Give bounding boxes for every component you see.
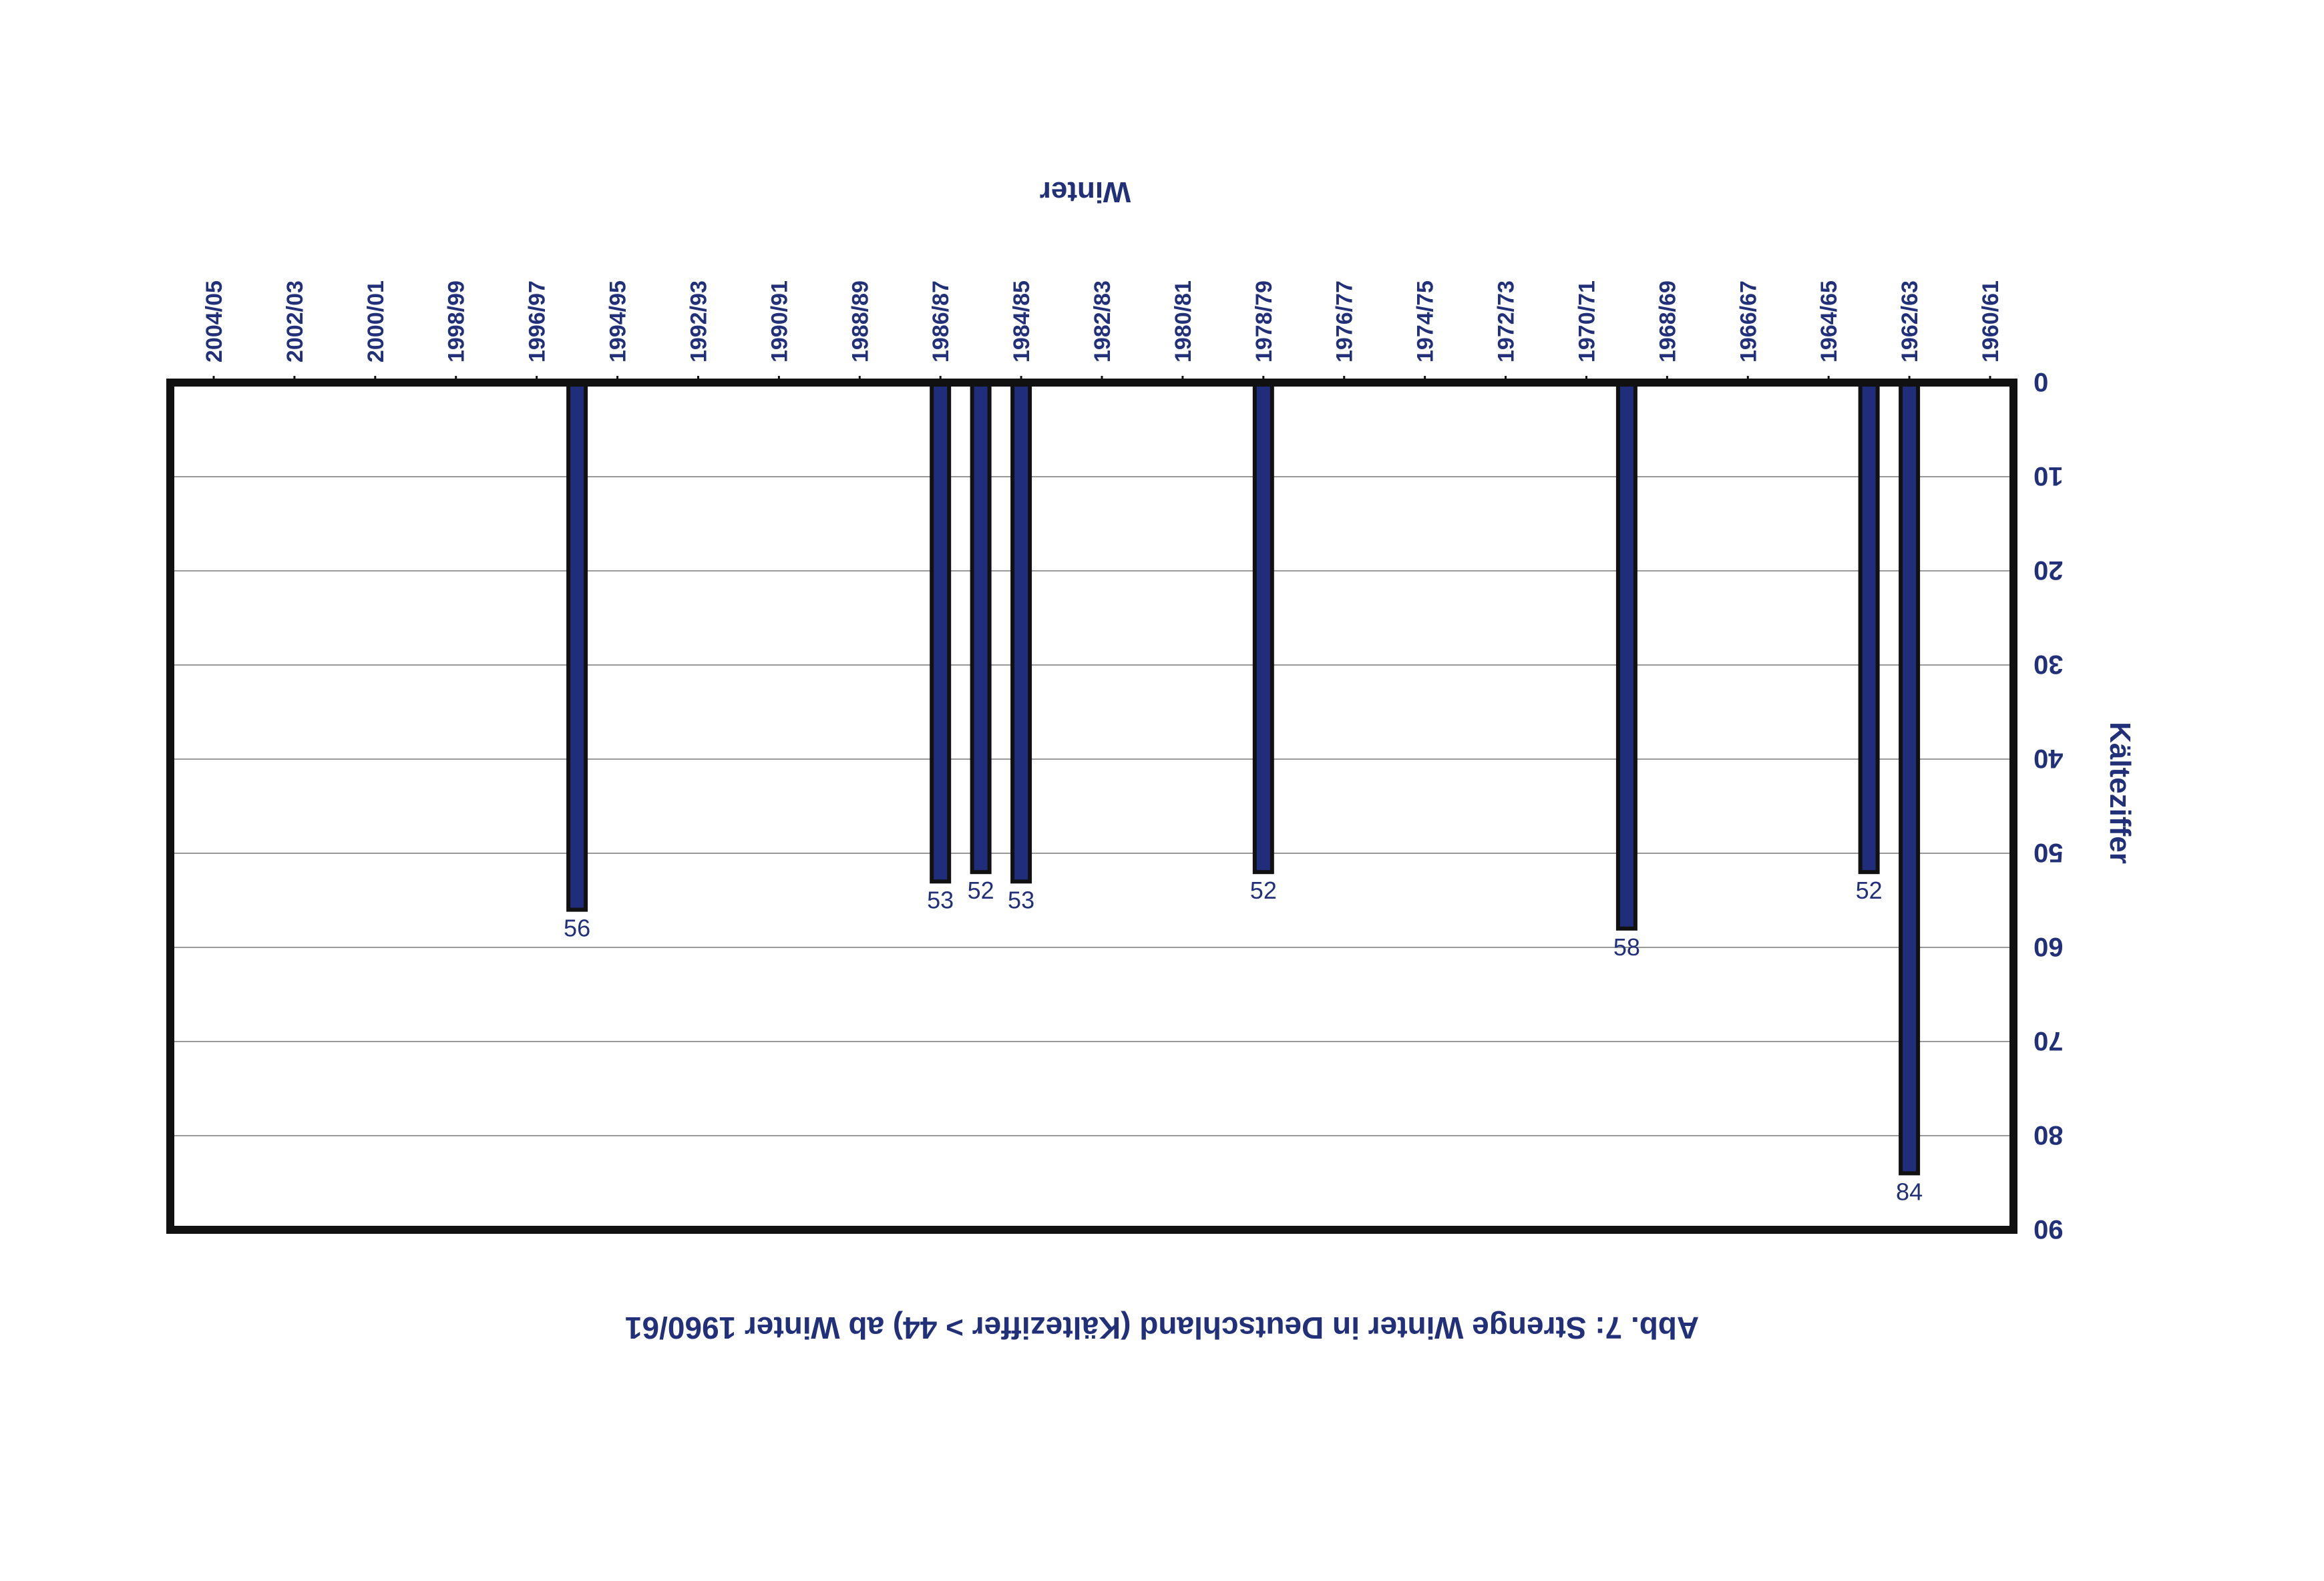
- y-axis-title: Kälteziffer: [2104, 722, 2136, 864]
- x-tick-label: 1970/71: [1574, 280, 1599, 363]
- y-tick-label: 90: [2034, 1214, 2064, 1244]
- y-tick-label: 80: [2034, 1120, 2064, 1150]
- plot-frame: [166, 379, 2017, 1234]
- x-tick-label: 1976/77: [1332, 280, 1358, 363]
- x-tick-label: 1984/85: [1009, 280, 1034, 363]
- data-label: 52: [968, 877, 994, 904]
- bar: [930, 381, 952, 884]
- y-tick-label: 60: [2034, 932, 2064, 961]
- x-tick-label: 1972/73: [1494, 280, 1519, 363]
- y-tick-label: 70: [2034, 1026, 2064, 1056]
- data-label: 53: [927, 886, 954, 913]
- bar: [1899, 381, 1921, 1176]
- x-axis-ticks: 1960/61 1962/63 1964/65 1966/67 1968/69 1970/…: [202, 280, 2003, 383]
- x-tick-label: 1966/67: [1736, 280, 1761, 363]
- x-tick-label: 1962/63: [1897, 280, 1923, 363]
- y-tick-label: 20: [2034, 555, 2064, 585]
- x-axis-title: Winter: [1040, 176, 1131, 208]
- x-tick-label: 1988/89: [847, 280, 873, 363]
- x-tick-label: 1986/87: [928, 280, 954, 363]
- bar: [1010, 381, 1032, 884]
- bar: [1858, 380, 1880, 875]
- bar: [1615, 381, 1637, 931]
- x-tick-label: 1982/83: [1090, 280, 1115, 363]
- y-tick-label: 0: [2034, 367, 2048, 397]
- x-tick-label: 1992/93: [686, 280, 711, 363]
- x-tick-label: 1980/81: [1171, 280, 1196, 363]
- bar: [1252, 380, 1274, 875]
- data-label: 52: [1856, 877, 1883, 904]
- x-tick-label: 1968/69: [1655, 280, 1680, 363]
- bar: [970, 380, 992, 875]
- x-tick-label: 2000/01: [363, 280, 389, 363]
- y-tick-label: 50: [2034, 838, 2064, 867]
- chart-caption: Abb. 7: Strenge Winter in Deutschland (K…: [625, 1311, 1699, 1345]
- bar: [566, 381, 588, 912]
- x-tick-label: 1974/75: [1413, 280, 1438, 363]
- x-tick-label: 1978/79: [1251, 280, 1277, 363]
- y-axis-ticks: 0 10 20 30 40 50 60 70 80 90: [2034, 367, 2064, 1244]
- y-tick-label: 40: [2034, 744, 2064, 773]
- data-label: 52: [1250, 877, 1277, 904]
- x-tick-label: 1996/97: [525, 280, 550, 363]
- x-tick-label: 1994/95: [606, 280, 631, 363]
- x-tick-label: 1964/65: [1816, 280, 1842, 363]
- data-label: 56: [564, 915, 590, 942]
- x-tick-label: 1998/99: [444, 280, 469, 363]
- data-label: 53: [1008, 886, 1034, 913]
- y-tick-label: 30: [2034, 650, 2064, 679]
- y-tick-label: 10: [2034, 461, 2064, 491]
- x-tick-label: 1990/91: [767, 280, 792, 363]
- x-tick-label: 1960/61: [1978, 280, 2003, 363]
- data-label: 84: [1896, 1178, 1923, 1205]
- data-label: 58: [1613, 933, 1640, 961]
- x-tick-label: 2004/05: [202, 280, 227, 363]
- data-labels: 84 52 58 52 53 52 53 56: [564, 877, 1923, 1205]
- bars: [566, 380, 1921, 1176]
- x-tick-label: 2002/03: [282, 280, 308, 363]
- grid-lines: [170, 476, 2013, 1136]
